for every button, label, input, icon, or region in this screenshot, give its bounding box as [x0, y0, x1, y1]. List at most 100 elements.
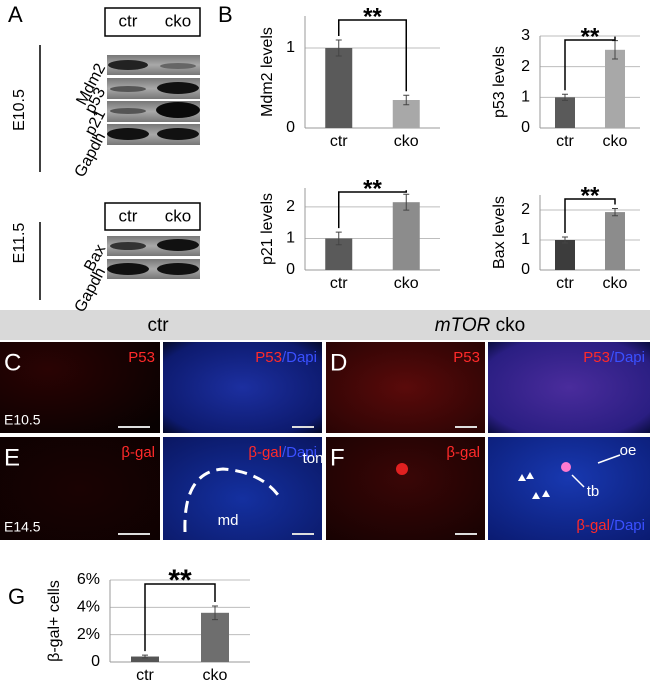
band: [157, 128, 199, 140]
stain: P53: [583, 349, 610, 366]
arrow: [597, 454, 621, 464]
y-tick-label: 0: [286, 261, 295, 278]
stain-label: P53: [128, 349, 155, 366]
gene-name: mTOR: [435, 315, 491, 336]
y-axis-label: Bax levels: [491, 196, 508, 269]
bar: [131, 656, 159, 662]
stain-label: P53/Dapi: [583, 349, 645, 366]
x-tick-label: cko: [603, 133, 628, 150]
stain: P53: [255, 349, 282, 366]
y-axis-label: Mdm2 levels: [259, 27, 276, 117]
stain: P53: [453, 349, 480, 366]
annotation: oe: [620, 442, 637, 459]
error-bar: [403, 193, 410, 211]
genotype: cko: [496, 315, 526, 336]
protein-label: Gapdh: [72, 265, 110, 315]
y-tick-label: 2: [521, 201, 530, 218]
stain-label: β-gal/Dapi: [576, 517, 645, 534]
bar: [605, 49, 625, 128]
y-tick-label: 2%: [77, 626, 100, 643]
band: [110, 108, 146, 114]
y-tick-label: 4%: [77, 599, 100, 616]
x-tick-label: cko: [203, 667, 228, 684]
y-tick-label: 2: [521, 58, 530, 75]
error-bar: [562, 93, 568, 101]
signal-spot: [561, 462, 571, 472]
panel-label: E: [4, 444, 20, 471]
stain-label: β-gal/Dapi: [248, 444, 317, 461]
micrograph: [326, 342, 485, 433]
x-tick-label: ctr: [330, 133, 348, 150]
y-tick-label: 0: [521, 261, 530, 278]
band: [157, 263, 199, 275]
bar: [605, 212, 625, 270]
arrow: [571, 474, 585, 488]
y-tick-label: 2: [286, 198, 295, 215]
band: [160, 63, 196, 69]
annotation: tb: [587, 483, 600, 500]
section-header: [0, 310, 650, 340]
y-axis-label: β-gal+ cells: [46, 580, 63, 662]
y-tick-label: 0: [91, 653, 100, 670]
y-tick-label: 0: [521, 119, 530, 136]
significance-bracket: [338, 19, 407, 92]
significance-label: **: [363, 3, 382, 30]
panel-label: C: [4, 349, 21, 376]
y-axis-label: p21 levels: [259, 193, 276, 265]
band: [107, 263, 149, 275]
lane-label: cko: [165, 11, 191, 30]
micrograph: [326, 437, 485, 540]
lane-label: ctr: [119, 11, 138, 30]
significance-bracket: [564, 36, 616, 91]
y-tick-label: 1: [286, 39, 295, 56]
stage-label: E10.5: [4, 412, 41, 428]
stain: β-gal: [248, 444, 282, 461]
arrowhead: [542, 490, 550, 497]
signal-spot: [396, 463, 408, 475]
panel-label: G: [8, 584, 25, 609]
error-bar: [212, 605, 218, 621]
micrograph: [0, 342, 160, 433]
stage-label: E10.5: [11, 89, 28, 131]
counterstain: /Dapi: [610, 349, 645, 366]
counterstain: /Dapi: [282, 349, 317, 366]
significance-bracket: [144, 583, 216, 652]
panel-label: B: [218, 2, 233, 27]
error-bar: [335, 231, 342, 246]
bar: [555, 240, 575, 270]
error-bar: [612, 208, 618, 217]
stage-label: E11.5: [11, 223, 28, 264]
arrowhead: [532, 492, 540, 499]
y-tick-label: 3: [521, 27, 530, 44]
significance-label: **: [168, 564, 192, 597]
y-axis-label: p53 levels: [491, 46, 508, 118]
lane-label: cko: [165, 206, 191, 225]
stain-label: P53: [453, 349, 480, 366]
significance-label: **: [581, 182, 600, 209]
western-blots: [39, 7, 201, 300]
error-bar: [335, 39, 342, 57]
micrograph: [163, 437, 322, 540]
region-outline: [183, 467, 283, 533]
x-tick-label: cko: [603, 275, 628, 292]
bar: [325, 48, 353, 128]
micrograph: [0, 437, 160, 540]
stain: β-gal: [576, 517, 610, 534]
blot: [107, 55, 200, 75]
band: [108, 60, 148, 70]
stain-label: β-gal: [121, 444, 155, 461]
x-tick-label: ctr: [136, 667, 154, 684]
header-box: [104, 202, 201, 231]
significance-label: **: [363, 175, 382, 202]
counterstain: /Dapi: [610, 517, 645, 534]
y-tick-label: 0: [286, 119, 295, 136]
panel-label: F: [330, 444, 345, 471]
arrowhead: [518, 474, 526, 481]
y-tick-label: 1: [521, 231, 530, 248]
annotation: md: [218, 512, 239, 529]
arrowhead: [526, 472, 534, 479]
header-box: [104, 7, 201, 37]
micrograph: [163, 342, 322, 433]
annotation: ton: [303, 450, 324, 467]
error-bar: [403, 94, 410, 106]
